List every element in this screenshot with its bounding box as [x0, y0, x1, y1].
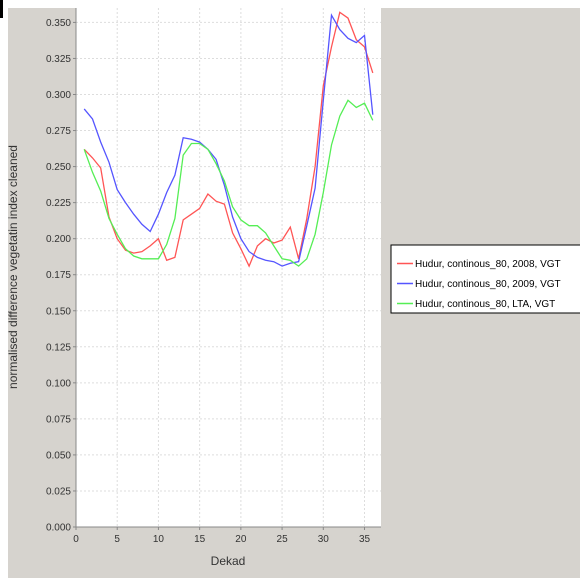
y-tick-label: 0.025	[46, 486, 71, 497]
legend-label-3: Hudur, continous_80, LTA, VGT	[415, 299, 555, 310]
x-tick-label: 30	[318, 534, 330, 545]
legend-label-2: Hudur, continous_80, 2009, VGT	[415, 279, 561, 290]
y-tick-label: 0.275	[46, 126, 71, 137]
y-tick-label: 0.250	[46, 162, 71, 173]
window-edge-line	[0, 0, 3, 18]
y-tick-label: 0.200	[46, 234, 71, 245]
y-tick-label: 0.225	[46, 198, 71, 209]
legend: Hudur, continous_80, 2008, VGT Hudur, con…	[390, 244, 580, 314]
y-tick-label: 0.325	[46, 54, 71, 65]
y-axis-title: normalised difference vegetatin index cl…	[8, 145, 20, 389]
tick-labels: 0.000 0.025 0.050 0.075 0.100 0.125 0.150 0.175…	[46, 18, 371, 545]
y-tick-label: 0.150	[46, 306, 71, 317]
legend-label-1: Hudur, continous_80, 2008, VGT	[415, 259, 561, 270]
y-tick-label: 0.100	[46, 378, 71, 389]
y-tick-label: 0.075	[46, 414, 71, 425]
x-axis-title: Dekad	[211, 554, 246, 568]
y-tick-label: 0.300	[46, 90, 71, 101]
chart-panel: 0.000 0.025 0.050 0.075 0.100 0.125 0.150 0.175…	[8, 8, 580, 578]
x-tick-label: 15	[194, 534, 206, 545]
series-layer	[83, 11, 374, 268]
y-tick-label: 0.050	[46, 450, 71, 461]
x-tick-label: 35	[359, 534, 371, 545]
series-line-3	[83, 99, 374, 267]
grid	[76, 8, 381, 527]
x-tick-label: 25	[277, 534, 289, 545]
legend-box	[390, 244, 580, 314]
line-chart: 0.000 0.025 0.050 0.075 0.100 0.125 0.150 0.175…	[8, 8, 580, 568]
x-tick-label: 5	[114, 534, 120, 545]
y-tick-label: 0.350	[46, 18, 71, 29]
y-tick-label: 0.125	[46, 342, 71, 353]
x-tick-label: 0	[73, 534, 79, 545]
plot-area	[76, 8, 381, 527]
y-tick-label: 0.000	[46, 523, 71, 534]
x-tick-label: 10	[153, 534, 165, 545]
series-line-2	[83, 13, 374, 267]
y-tick-label: 0.175	[46, 270, 71, 281]
x-tick-label: 20	[235, 534, 247, 545]
